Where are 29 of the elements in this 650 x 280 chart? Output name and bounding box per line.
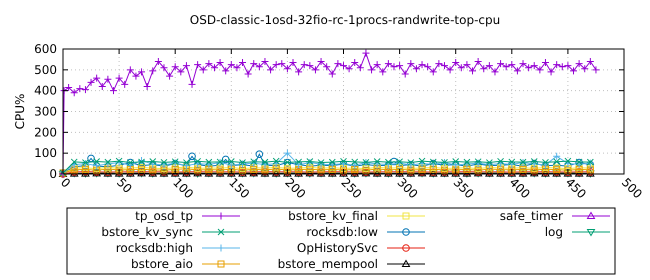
y-tick-label: 300 (34, 104, 57, 118)
x-tick-label: 400 (506, 175, 533, 202)
y-tick-label: 200 (34, 125, 57, 140)
x-tick-label: 50 (114, 175, 135, 196)
chart-title: OSD-classic-1osd-32fio-rc-1procs-randwrite-top-cpu (190, 13, 500, 27)
x-tick-label: 500 (618, 175, 645, 202)
legend-label: rocksdb:low (306, 225, 378, 239)
x-tick-label: 450 (562, 175, 589, 202)
legend-label: rocksdb:high (116, 241, 193, 255)
x-tick-label: 250 (338, 175, 364, 202)
legend-label: bstore_mempool (278, 257, 378, 271)
y-tick-label: 400 (34, 84, 57, 98)
y-axis-title: CPU% (13, 94, 27, 130)
legend-label: bstore_kv_final (288, 209, 378, 223)
legend-label: tp_osd_tp (135, 209, 193, 223)
x-tick-label: 100 (170, 175, 196, 202)
x-tick-label: 350 (450, 175, 477, 202)
legend-label: bstore_kv_sync (101, 225, 193, 239)
x-tick-label: 150 (226, 175, 252, 202)
legend-label: bstore_aio (131, 257, 193, 271)
legend-label: log (544, 225, 563, 239)
y-tick-label: 100 (34, 146, 57, 160)
legend-label: OpHistorySvc (296, 241, 378, 255)
y-tick-label: 500 (34, 62, 57, 77)
legend-label: safe_timer (500, 209, 564, 223)
y-tick-label: 600 (34, 42, 57, 56)
x-tick-label: 300 (394, 175, 421, 202)
x-tick-label: 0 (58, 175, 74, 191)
x-tick-label: 200 (282, 175, 308, 202)
